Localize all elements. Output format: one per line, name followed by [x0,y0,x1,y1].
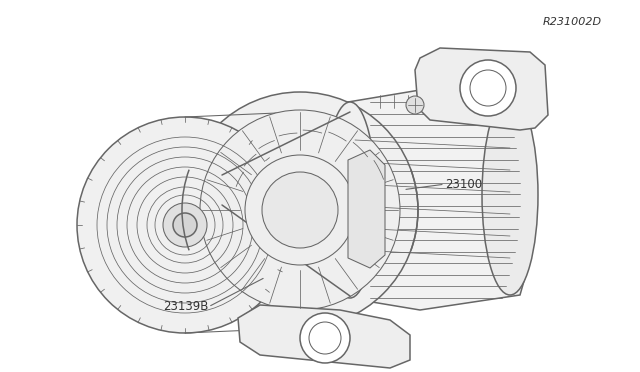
Polygon shape [415,48,548,130]
Ellipse shape [182,92,418,328]
Text: R231002D: R231002D [543,17,602,27]
Ellipse shape [309,322,341,354]
Text: 23139B: 23139B [163,301,209,313]
Polygon shape [222,90,530,310]
Ellipse shape [77,117,293,333]
Polygon shape [348,150,385,268]
Ellipse shape [245,155,355,265]
Ellipse shape [470,70,506,106]
Ellipse shape [200,110,400,310]
Ellipse shape [406,96,424,114]
Ellipse shape [262,172,338,248]
Ellipse shape [300,313,350,363]
Polygon shape [238,305,410,368]
Ellipse shape [324,102,376,298]
Text: 23100: 23100 [445,178,482,190]
Ellipse shape [482,95,538,295]
Ellipse shape [173,213,197,237]
Ellipse shape [460,60,516,116]
Ellipse shape [163,203,207,247]
